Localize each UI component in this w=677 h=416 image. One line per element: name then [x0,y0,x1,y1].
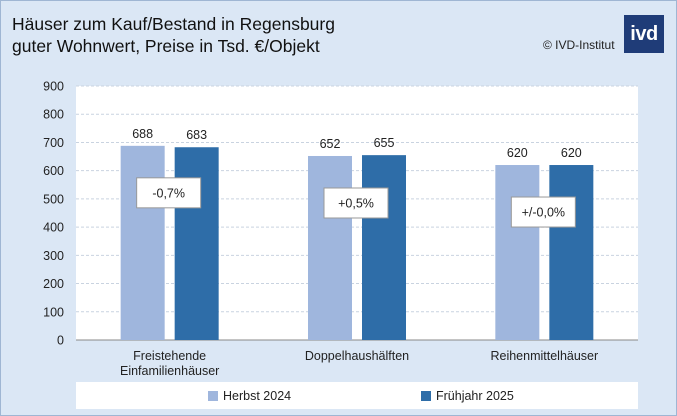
y-tick-label: 500 [43,192,64,206]
legend-label-fruehjahr: Frühjahr 2025 [436,389,514,403]
x-category-label: Freistehende [133,349,206,363]
y-tick-label: 600 [43,164,64,178]
x-category-label: Doppelhaushälften [305,349,409,363]
chart-title-line1: Häuser zum Kauf/Bestand in Regensburg [12,14,335,34]
data-label: 652 [320,137,341,151]
y-tick-label: 400 [43,221,64,235]
y-tick-label: 700 [43,136,64,150]
data-label: 688 [132,127,153,141]
change-annotation-label: +/-0,0% [522,206,565,220]
bar [362,155,406,340]
change-annotation-label: +0,5% [338,196,374,210]
y-tick-label: 800 [43,108,64,122]
copyright-text: © IVD-Institut [543,38,615,52]
chart-title-line2: guter Wohnwert, Preise in Tsd. €/Objekt [12,36,320,56]
data-label: 655 [374,136,395,150]
bar [120,145,165,340]
bar [495,165,540,340]
bar [308,155,352,340]
data-label: 620 [561,146,582,160]
y-tick-label: 0 [57,334,64,348]
legend-label-herbst: Herbst 2024 [223,389,292,403]
bar [174,147,219,340]
bar [549,165,594,340]
change-annotation-box [323,187,389,219]
y-tick-label: 900 [43,80,64,94]
legend-item-herbst: Herbst 2024 [208,389,291,403]
data-label: 683 [186,128,207,142]
ivd-logo: ivd [624,15,664,53]
x-category-label: Reihenmittelhäuser [490,349,598,363]
change-annotation-label: -0,7% [152,186,185,200]
legend-item-fruehjahr: Frühjahr 2025 [421,389,514,403]
data-label: 620 [507,146,528,160]
y-tick-label: 200 [43,277,64,291]
ivd-logo-text: ivd [630,22,658,45]
change-annotation-box [510,196,576,228]
legend-swatch-fruehjahr [421,391,431,401]
change-annotation-box [136,177,202,209]
chart-legend: Herbst 2024 Frühjahr 2025 [76,382,638,409]
x-category-label: Einfamilienhäuser [120,364,219,378]
y-tick-label: 100 [43,305,64,319]
y-tick-label: 300 [43,249,64,263]
legend-swatch-herbst [208,391,218,401]
